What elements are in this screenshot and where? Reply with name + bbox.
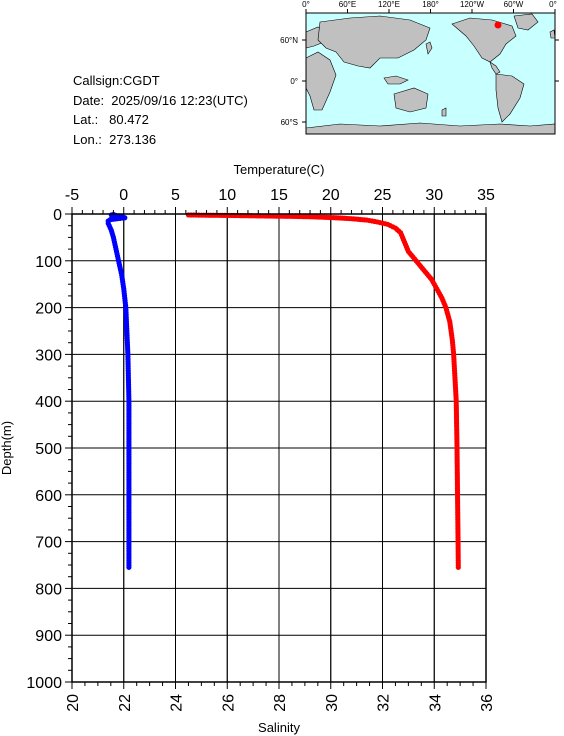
salinity-tick-label: 36 [479,694,496,712]
map-lat-label-0: 0° [290,77,298,86]
depth-tick-label: 100 [35,254,62,271]
map-lon-label-60e: 60°E [339,0,356,9]
map-lat-label-60n: 60°N [280,36,298,45]
longitude-text: Lon.: 273.136 [73,131,157,147]
depth-tick-label: 200 [35,301,62,318]
temperature-tick-label: 25 [374,187,392,204]
chart-points [105,211,461,570]
depth-tick-label: 0 [53,207,62,224]
salinity-point [455,564,461,570]
map-lon-label-120e: 120°E [378,0,400,9]
temperature-point [126,564,132,570]
depth-tick-label: 600 [35,488,62,505]
salinity-tick-label: 30 [324,694,341,712]
latitude-text: Lat.: 80.472 [73,112,149,127]
depth-tick-label: 1000 [26,675,62,692]
depth-tick-label: 900 [35,628,62,645]
temperature-tick-label: 5 [171,187,180,204]
salinity-tick-label: 24 [169,694,186,712]
salinity-tick-label: 34 [427,694,444,712]
date-text: Date: 2025/09/16 12:23(UTC) [73,92,248,108]
salinity-axis-title: Salinity [258,720,300,735]
depth-tick-label: 700 [35,535,62,552]
chart-grid [72,214,486,682]
map-lon-label-180: 180° [422,0,439,9]
temperature-tick-label: 15 [270,187,288,204]
depth-tick-label: 500 [35,441,62,458]
station-info: Callsign:CGDT Date: 2025/09/16 12:23(UTC… [73,71,248,149]
salinity-tick-label: 28 [272,694,289,712]
map-lon-label-60w: 60°W [504,0,524,9]
map-lat-label-60s: 60°S [281,118,298,127]
map-lon-label-120w: 120°W [460,0,485,9]
depth-axis-title: Depth(m) [0,421,14,475]
salinity-tick-label: 26 [220,694,237,712]
map-lon-label-360: 0° [549,0,557,9]
depth-tick-label: 300 [35,347,62,364]
map-lon-label-0: 0° [302,0,310,9]
depth-tick-label: 800 [35,581,62,598]
station-marker [494,21,502,29]
temperature-tick-label: 10 [218,187,236,204]
map-land [305,13,556,135]
depth-tick-label: 400 [35,394,62,411]
temperature-tick-label: 20 [322,187,340,204]
salinity-tick-label: 20 [65,694,82,712]
temperature-tick-label: 0 [119,187,128,204]
temperature-tick-label: -5 [65,187,79,204]
salinity-tick-label: 32 [376,694,393,712]
callsign-text: Callsign:CGDT [73,73,160,88]
chart-ticks [65,207,487,689]
map-top-ticks [302,9,559,123]
temperature-axis-title: Temperature(C) [233,162,324,177]
temperature-tick-label: 30 [425,187,443,204]
temperature-tick-label: 35 [477,187,495,204]
salinity-tick-label: 22 [117,694,134,712]
